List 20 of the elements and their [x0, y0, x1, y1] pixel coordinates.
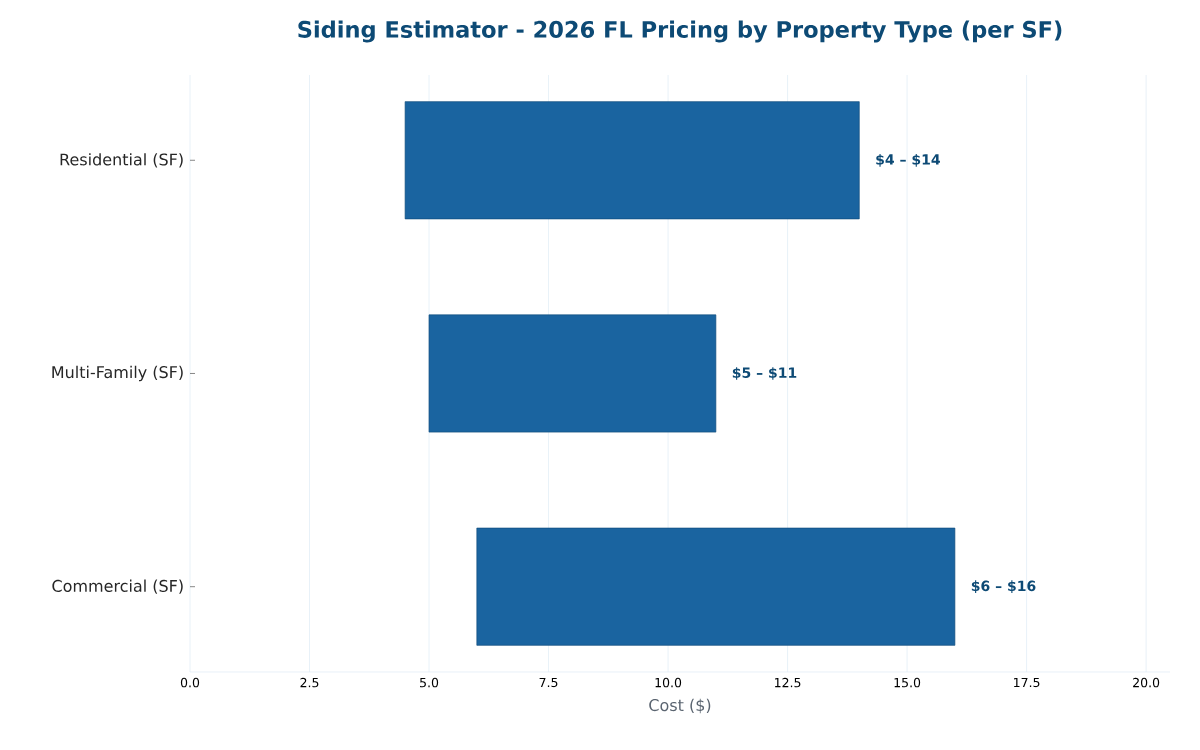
bar: [476, 527, 956, 646]
x-tick-label: 7.5: [539, 677, 558, 688]
x-tick-label: 17.5: [1014, 677, 1040, 688]
bar: [428, 314, 717, 433]
annotation: $4 – $14: [876, 153, 940, 167]
bar: [404, 101, 860, 220]
x-tick-label: 0.0: [180, 677, 200, 688]
x-tick-label: 15.0: [894, 677, 921, 688]
x-tick-label: 10.0: [655, 677, 682, 688]
annotation: $6 – $16: [971, 580, 1036, 594]
x-axis-title: Cost ($): [649, 698, 711, 714]
chart-title: Siding Estimator - 2026 FL Pricing by Property Type (per SF): [298, 20, 1062, 43]
y-tick-label: Commercial (SF): [52, 579, 183, 594]
x-tick-label: 12.5: [775, 677, 801, 688]
x-tick-label: 20.0: [1133, 677, 1160, 688]
y-tick-label: Residential (SF): [60, 153, 183, 168]
x-tick-label: 5.0: [420, 677, 439, 688]
annotation: $5 – $11: [732, 367, 797, 380]
y-tick-label: Multi-Family (SF): [52, 365, 183, 382]
x-tick-label: 2.5: [300, 677, 319, 688]
